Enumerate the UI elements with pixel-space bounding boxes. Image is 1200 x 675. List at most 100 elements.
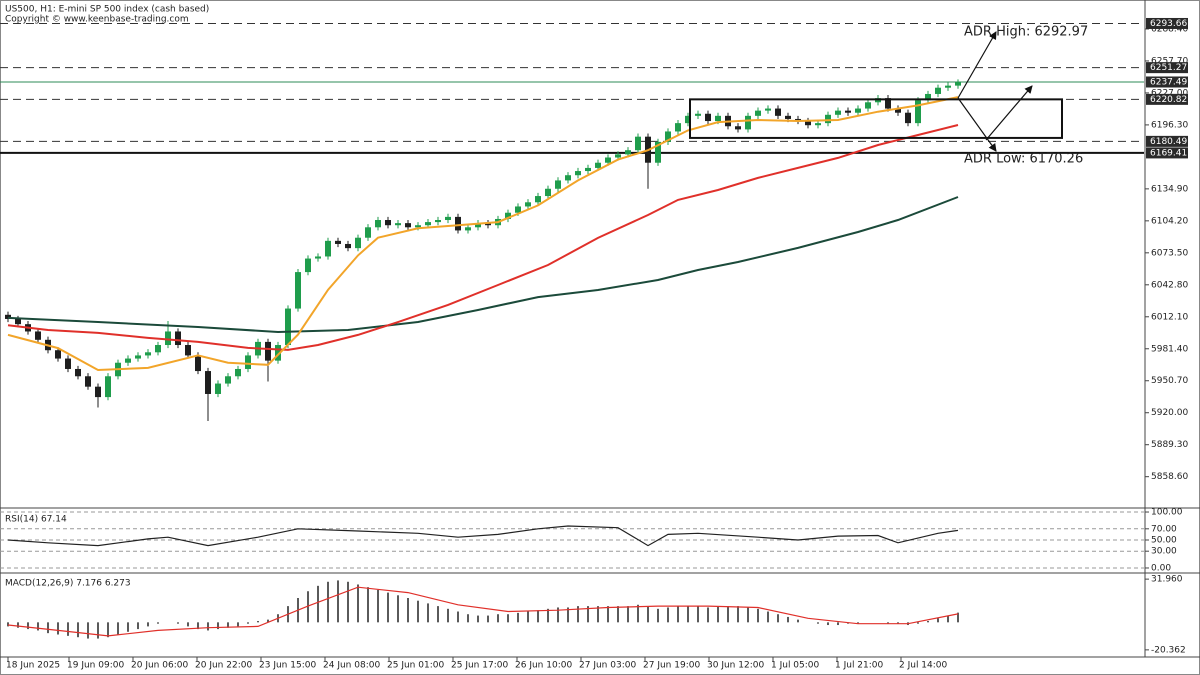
candle-body bbox=[675, 123, 681, 132]
candle-body bbox=[695, 113, 701, 116]
x-tick-label: 19 Jun 09:00 bbox=[67, 661, 124, 671]
panel-title: MACD(12,26,9) 7.176 6.273 bbox=[5, 579, 131, 589]
y-tick-label: 6288.40 bbox=[1151, 24, 1188, 34]
candle-body bbox=[705, 113, 711, 122]
range-box bbox=[689, 98, 1063, 139]
candle-body bbox=[775, 108, 781, 116]
x-tick-label: 30 Jun 12:00 bbox=[707, 661, 764, 671]
candle-body bbox=[685, 115, 691, 124]
candle-body bbox=[475, 223, 481, 228]
y-tick-label: 6227.00 bbox=[1151, 88, 1188, 98]
price-level-tag bbox=[1146, 135, 1188, 147]
candle-body bbox=[35, 331, 41, 340]
y-tick-label: 6012.10 bbox=[1151, 312, 1188, 322]
candle-body bbox=[305, 258, 311, 273]
price-level-label: 6237.49 bbox=[1150, 77, 1187, 87]
candle-body bbox=[125, 358, 131, 363]
price-level-tag bbox=[1146, 17, 1188, 29]
candle-body bbox=[345, 243, 351, 249]
candle-body bbox=[605, 157, 611, 163]
candle-body bbox=[745, 115, 751, 130]
candle-body bbox=[65, 358, 71, 369]
indicator-line bbox=[7, 96, 959, 372]
candle-body bbox=[615, 154, 621, 158]
price-level-label: 6220.82 bbox=[1150, 95, 1187, 105]
candle-body bbox=[335, 240, 341, 244]
y-tick-label: 6134.90 bbox=[1151, 184, 1188, 194]
candle-body bbox=[85, 376, 91, 387]
y-tick-label: 5981.40 bbox=[1151, 344, 1188, 354]
candle-body bbox=[145, 352, 151, 356]
candle-body bbox=[785, 115, 791, 119]
candle-body bbox=[935, 87, 941, 94]
price-level-tag bbox=[1146, 93, 1188, 105]
labels: 5858.60 5889.30 5920.00 5950.70 5981.40 6012.… bbox=[6, 17, 1188, 671]
arrow bbox=[985, 85, 1033, 141]
x-tick-label: 20 Jun 06:00 bbox=[131, 661, 188, 671]
x-tick-label: 1 Jul 21:00 bbox=[835, 661, 884, 671]
candle-body bbox=[175, 331, 181, 346]
candle-body bbox=[895, 108, 901, 113]
candle-body bbox=[365, 227, 371, 238]
candle-body bbox=[5, 314, 11, 319]
x-tick-label: 25 Jun 01:00 bbox=[387, 661, 444, 671]
candle-body bbox=[905, 112, 911, 124]
candle-body bbox=[395, 223, 401, 226]
y-tick-label: 31.960 bbox=[1151, 575, 1183, 585]
candle-body bbox=[445, 216, 451, 221]
candle-body bbox=[385, 220, 391, 226]
candle-body bbox=[135, 355, 141, 359]
candle-body bbox=[835, 110, 841, 115]
candle-body bbox=[845, 110, 851, 113]
y-tick-label: 100.00 bbox=[1151, 508, 1183, 518]
candle-body bbox=[655, 141, 661, 163]
x-tick-label: 2 Jul 14:00 bbox=[899, 661, 948, 671]
candle-body bbox=[155, 345, 161, 353]
candle-body bbox=[165, 331, 171, 346]
y-tick-label: 5950.70 bbox=[1151, 376, 1188, 386]
candle-body bbox=[245, 355, 251, 369]
candle-body bbox=[535, 196, 541, 203]
candle-body bbox=[915, 100, 921, 124]
candle-body bbox=[465, 227, 471, 231]
candle-body bbox=[75, 368, 81, 377]
chart-subtitle: Copyright © www.keenbase-trading.com bbox=[5, 15, 189, 25]
y-tick-label: 50.00 bbox=[1151, 536, 1177, 546]
candle-body bbox=[355, 237, 361, 249]
candle-body bbox=[15, 318, 21, 325]
x-tick-label: 24 Jun 08:00 bbox=[323, 661, 380, 671]
candle-body bbox=[265, 341, 271, 361]
price-level-tag bbox=[1146, 62, 1188, 74]
candle-body bbox=[945, 85, 951, 88]
y-tick-label: 6104.20 bbox=[1151, 216, 1188, 226]
chart-title: US500, H1: E-mini SP 500 index (cash bas… bbox=[5, 5, 209, 15]
x-tick-label: 27 Jun 19:00 bbox=[643, 661, 700, 671]
candle-body bbox=[375, 220, 381, 228]
y-tick-label: 6257.70 bbox=[1151, 56, 1188, 66]
candle-body bbox=[545, 188, 551, 197]
candle-body bbox=[665, 131, 671, 142]
candle-body bbox=[885, 98, 891, 109]
candle-body bbox=[565, 175, 571, 181]
panel-title: RSI(14) 67.14 bbox=[5, 515, 67, 525]
candle-body bbox=[105, 376, 111, 398]
candle-body bbox=[525, 202, 531, 207]
candle-body bbox=[55, 350, 61, 359]
y-tick-label: 70.00 bbox=[1151, 524, 1177, 534]
y-tick-label: 6042.80 bbox=[1151, 280, 1188, 290]
y-tick-label: 6196.30 bbox=[1151, 120, 1188, 130]
candle-body bbox=[205, 371, 211, 394]
candle-body bbox=[185, 345, 191, 356]
candle-body bbox=[925, 93, 931, 101]
candle-body bbox=[505, 212, 511, 219]
x-tick-label: 23 Jun 15:00 bbox=[259, 661, 316, 671]
candle-body bbox=[595, 162, 601, 168]
y-tick-label: -20.362 bbox=[1151, 645, 1186, 655]
candle-body bbox=[275, 345, 281, 361]
arrow bbox=[957, 97, 997, 152]
x-tick-label: 25 Jun 17:00 bbox=[451, 661, 508, 671]
candle-body bbox=[765, 108, 771, 111]
